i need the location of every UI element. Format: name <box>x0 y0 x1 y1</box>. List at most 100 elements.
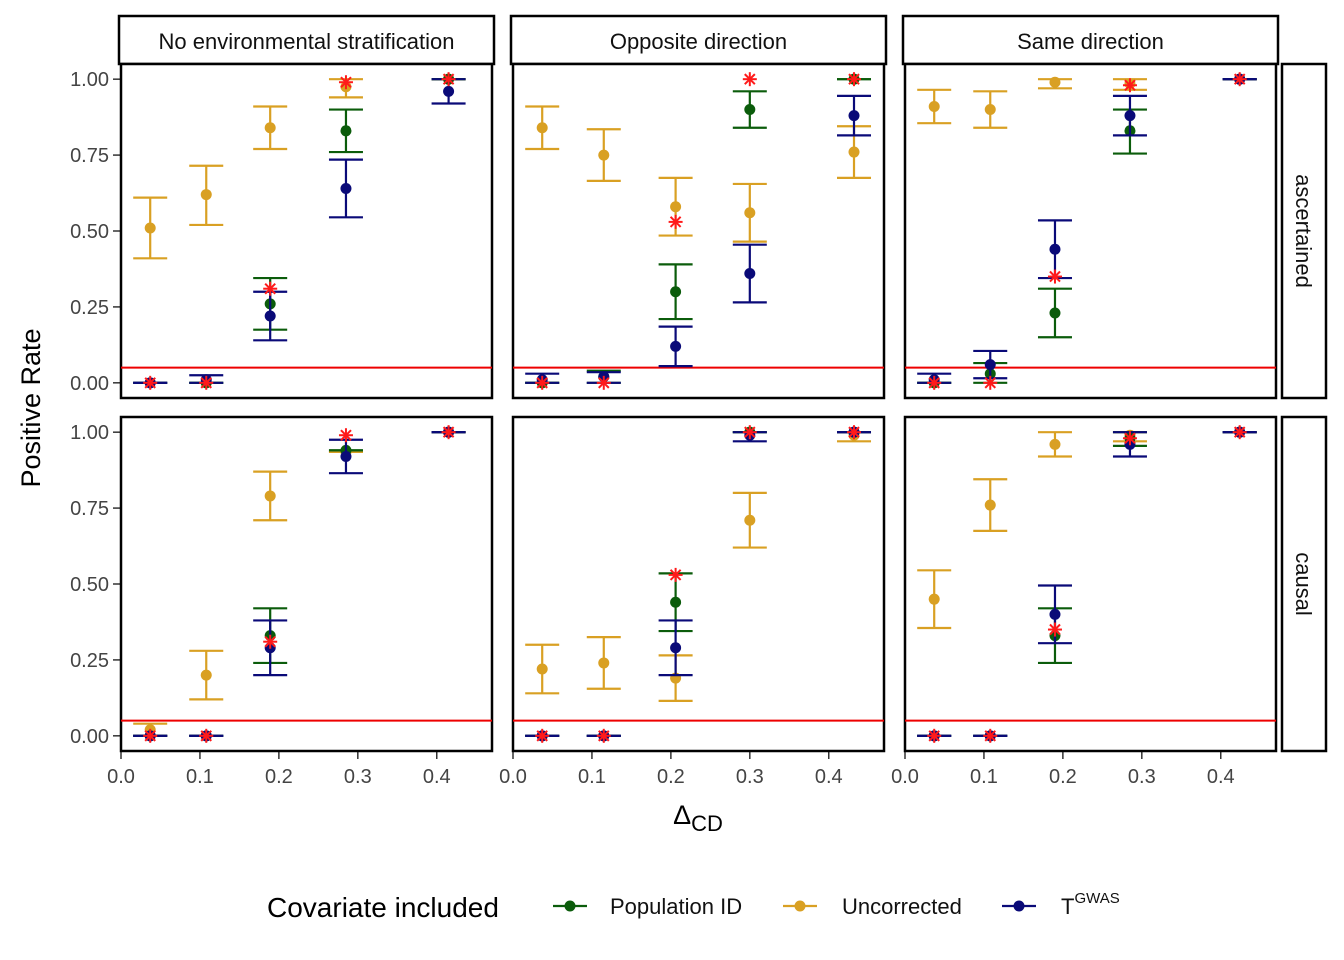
data-point-unc <box>264 490 276 502</box>
expected-rate-star <box>1047 269 1062 284</box>
star-stroke <box>144 377 156 389</box>
expected-rate-star <box>441 72 456 87</box>
data-point-tgw <box>848 110 860 122</box>
y-tick-label: 0.50 <box>70 574 109 596</box>
facet-strip-column <box>117 14 496 66</box>
star-stroke <box>1049 623 1061 636</box>
star-stroke <box>264 635 276 648</box>
star-stroke <box>1233 426 1246 438</box>
panel-frame <box>903 415 1278 753</box>
star-stroke <box>200 730 212 742</box>
legend-title: Covariate included <box>267 892 499 923</box>
panel-frame <box>511 62 886 400</box>
star-stroke <box>340 429 352 441</box>
expected-rate-star <box>742 425 757 440</box>
star-stroke <box>744 426 756 438</box>
data-point-pop <box>340 125 352 137</box>
y-tick-label: 0.25 <box>70 650 109 672</box>
data-point-tgw <box>984 359 996 371</box>
expected-rate-star <box>143 728 158 743</box>
facet-strip-label: ascertained <box>1291 174 1316 288</box>
x-tick-label: 0.3 <box>736 766 764 788</box>
legend-label-text: Uncorrected <box>842 894 962 919</box>
x-axis-title-main: Δ <box>673 800 691 830</box>
data-point-tgw <box>1124 110 1136 122</box>
legend-label-text: T <box>1061 894 1074 919</box>
data-point-unc <box>984 499 996 511</box>
facet-panel <box>511 62 886 400</box>
facet-strip-label: Opposite direction <box>610 29 787 54</box>
data-point-unc <box>1049 438 1061 450</box>
legend-label: Uncorrected <box>842 894 962 919</box>
y-axis-title: Positive Rate <box>16 328 46 487</box>
x-axis-title-subscript: CD <box>691 811 723 836</box>
y-tick-label: 0.75 <box>70 498 109 520</box>
x-tick-label: 0.3 <box>1128 766 1156 788</box>
data-point-tgw <box>744 268 756 280</box>
expected-rate-star <box>535 728 550 743</box>
data-point-unc <box>744 514 756 526</box>
star-stroke <box>1124 432 1136 445</box>
data-point-tgw <box>264 310 276 322</box>
expected-rate-star <box>1232 72 1247 87</box>
data-point-tgw <box>340 450 352 462</box>
star-stroke <box>598 377 610 389</box>
star-stroke <box>264 282 276 295</box>
expected-rate-star <box>596 728 611 743</box>
y-tick-label: 0.00 <box>70 373 109 395</box>
data-point-unc <box>536 122 548 134</box>
star-stroke <box>340 76 352 88</box>
legend-key-point <box>1013 900 1025 912</box>
star-stroke <box>928 377 940 389</box>
x-tick-label: 0.4 <box>423 766 451 788</box>
data-point-unc <box>928 101 940 113</box>
expected-rate-star <box>263 634 278 649</box>
panel-frame <box>511 415 886 753</box>
data-point-pop <box>744 104 756 116</box>
star-stroke <box>1124 79 1136 92</box>
facet-strip-label: No environmental stratification <box>159 29 455 54</box>
star-stroke <box>669 569 682 581</box>
facet-strip-row <box>1280 415 1328 753</box>
x-tick-label: 0.3 <box>344 766 372 788</box>
facet-panel <box>903 62 1278 400</box>
data-point-unc <box>144 222 156 234</box>
facet-panel <box>119 415 494 753</box>
facet-panel <box>119 62 494 400</box>
x-axis-title: ΔCD <box>673 800 723 836</box>
data-point-tgw <box>340 182 352 194</box>
legend-key-point <box>564 900 576 912</box>
y-tick-label: 1.00 <box>70 69 109 91</box>
x-tick-label: 0.2 <box>1049 766 1077 788</box>
star-stroke <box>1233 73 1246 85</box>
expected-rate-star <box>668 214 683 229</box>
data-point-unc <box>1049 76 1061 88</box>
star-stroke <box>669 216 682 228</box>
data-point-unc <box>536 663 548 675</box>
data-point-unc <box>848 146 860 158</box>
data-point-pop <box>670 596 682 608</box>
y-tick-label: 0.00 <box>70 726 109 748</box>
data-point-unc <box>744 207 756 219</box>
star-stroke <box>744 73 756 85</box>
facet-strip-label: causal <box>1291 552 1316 616</box>
data-point-tgw <box>670 340 682 352</box>
x-tick-label: 0.0 <box>891 766 919 788</box>
expected-rate-star <box>847 72 862 87</box>
expected-rate-star <box>742 72 757 87</box>
star-stroke <box>984 377 996 389</box>
expected-rate-star <box>338 428 353 443</box>
facet-strip-label: Same direction <box>1017 29 1164 54</box>
legend-key-point <box>794 900 806 912</box>
x-tick-label: 0.4 <box>815 766 843 788</box>
star-stroke <box>928 730 940 742</box>
expected-rate-star <box>199 728 214 743</box>
star-stroke <box>848 426 860 438</box>
data-point-unc <box>598 657 610 669</box>
expected-rate-star <box>199 375 214 390</box>
legend-key-pop <box>553 900 587 912</box>
facet-strip-row <box>1280 62 1328 400</box>
expected-rate-star <box>596 375 611 390</box>
facet-strip-column <box>509 14 888 66</box>
